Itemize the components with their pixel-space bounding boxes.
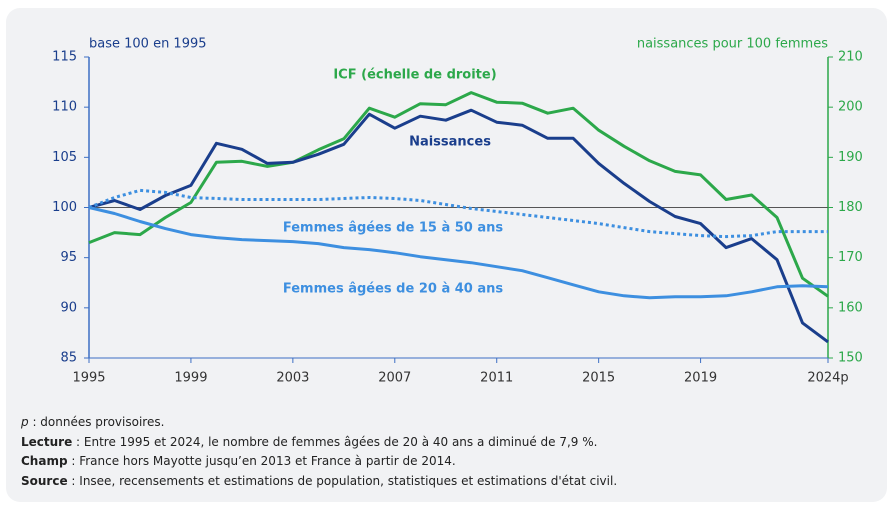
series-line xyxy=(88,108,829,344)
x-tick-label: 2003 xyxy=(276,371,309,386)
series-line xyxy=(88,206,829,300)
y-tick-label: 95 xyxy=(60,250,77,265)
y-tick-label: 105 xyxy=(52,150,77,165)
y2-tick-label: 210 xyxy=(838,50,863,65)
x-tick-label: 1995 xyxy=(72,371,105,386)
note-label: Champ xyxy=(21,454,68,468)
y-tick-label: 100 xyxy=(52,200,77,215)
series-line xyxy=(88,188,828,239)
y-tick-label: 110 xyxy=(52,100,77,115)
series-label: Naissances xyxy=(409,135,491,150)
series-label: ICF (échelle de droite) xyxy=(333,68,496,83)
y2-tick-label: 200 xyxy=(838,100,863,115)
x-tick-label: 1999 xyxy=(174,371,207,386)
series-label: Femmes âgées de 20 à 40 ans xyxy=(283,282,504,297)
note-label: Lecture xyxy=(21,434,73,449)
y2-axis-label: naissances pour 100 femmes xyxy=(637,37,828,52)
y2-tick-label: 170 xyxy=(838,250,863,265)
y2-tick-label: 150 xyxy=(838,351,863,366)
y-tick-label: 115 xyxy=(52,50,77,65)
note: Lecture : Entre 1995 et 2024, le nombre … xyxy=(21,433,617,453)
y-axis-label: base 100 en 1995 xyxy=(89,37,207,52)
chart: base 100 en 1995 naissances pour 100 fem… xyxy=(52,37,863,386)
y2-tick-label: 190 xyxy=(838,150,863,165)
note: Champ : France hors Mayotte jusqu’en 201… xyxy=(21,452,617,472)
x-tick-label: 2015 xyxy=(582,371,615,386)
y2-tick-label: 160 xyxy=(838,300,863,315)
note-text: : France hors Mayotte jusqu’en 2013 et F… xyxy=(67,454,456,468)
note: Source : Insee, recensements et estimati… xyxy=(21,472,617,492)
note-label: p xyxy=(21,415,29,429)
note-text: : Entre 1995 et 2024, le nombre de femme… xyxy=(72,434,598,449)
x-tick-label: 2007 xyxy=(378,371,411,386)
note: p : données provisoires. xyxy=(21,413,617,433)
note-text: : Insee, recensements et estimations de … xyxy=(67,473,618,488)
panel xyxy=(6,8,887,502)
series-label: Femmes âgées de 15 à 50 ans xyxy=(283,221,504,236)
y2-tick-label: 180 xyxy=(838,200,863,215)
y-tick-label: 85 xyxy=(60,351,77,366)
series-line xyxy=(88,91,829,298)
notes: p : données provisoires. Lecture : Entre … xyxy=(21,413,617,491)
note-label: Source xyxy=(21,473,68,488)
note-text: : données provisoires. xyxy=(28,415,165,429)
y-tick-label: 90 xyxy=(60,300,77,315)
x-tick-label: 2011 xyxy=(480,371,513,386)
x-tick-label: 2019 xyxy=(684,371,717,386)
x-tick-label: 2024p xyxy=(807,371,848,386)
